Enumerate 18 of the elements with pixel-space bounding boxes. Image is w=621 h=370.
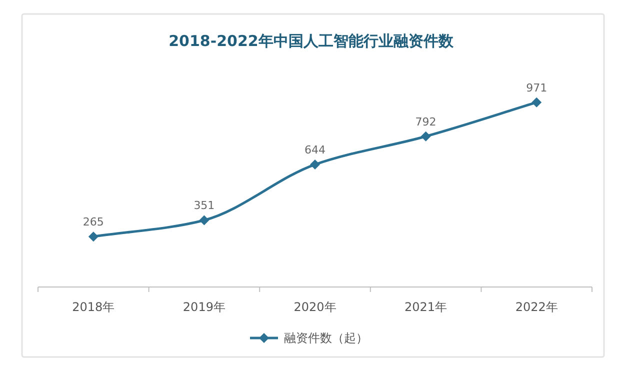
point: [199, 215, 210, 226]
data-label: 792: [415, 115, 436, 128]
x-tick-label: 2021年: [404, 300, 448, 314]
data-label: 265: [82, 216, 104, 229]
legend: 融资件数（起）: [250, 331, 368, 345]
point: [310, 160, 320, 170]
data-label: 351: [194, 199, 215, 212]
x-tick-label: 2018年: [72, 300, 115, 314]
chart-title: 2018-2022年中国人工智能行业融资件数: [168, 32, 454, 50]
point: [420, 131, 431, 142]
data-label: 971: [526, 81, 548, 94]
point: [532, 97, 542, 108]
x-tick-label: 2020年: [294, 300, 336, 314]
legend-label: 融资件数（起）: [284, 331, 368, 345]
x-tick-label: 2022年: [515, 300, 558, 314]
point: [88, 232, 98, 242]
data-label: 644: [304, 144, 326, 157]
x-tick-label: 2019年: [182, 300, 226, 314]
